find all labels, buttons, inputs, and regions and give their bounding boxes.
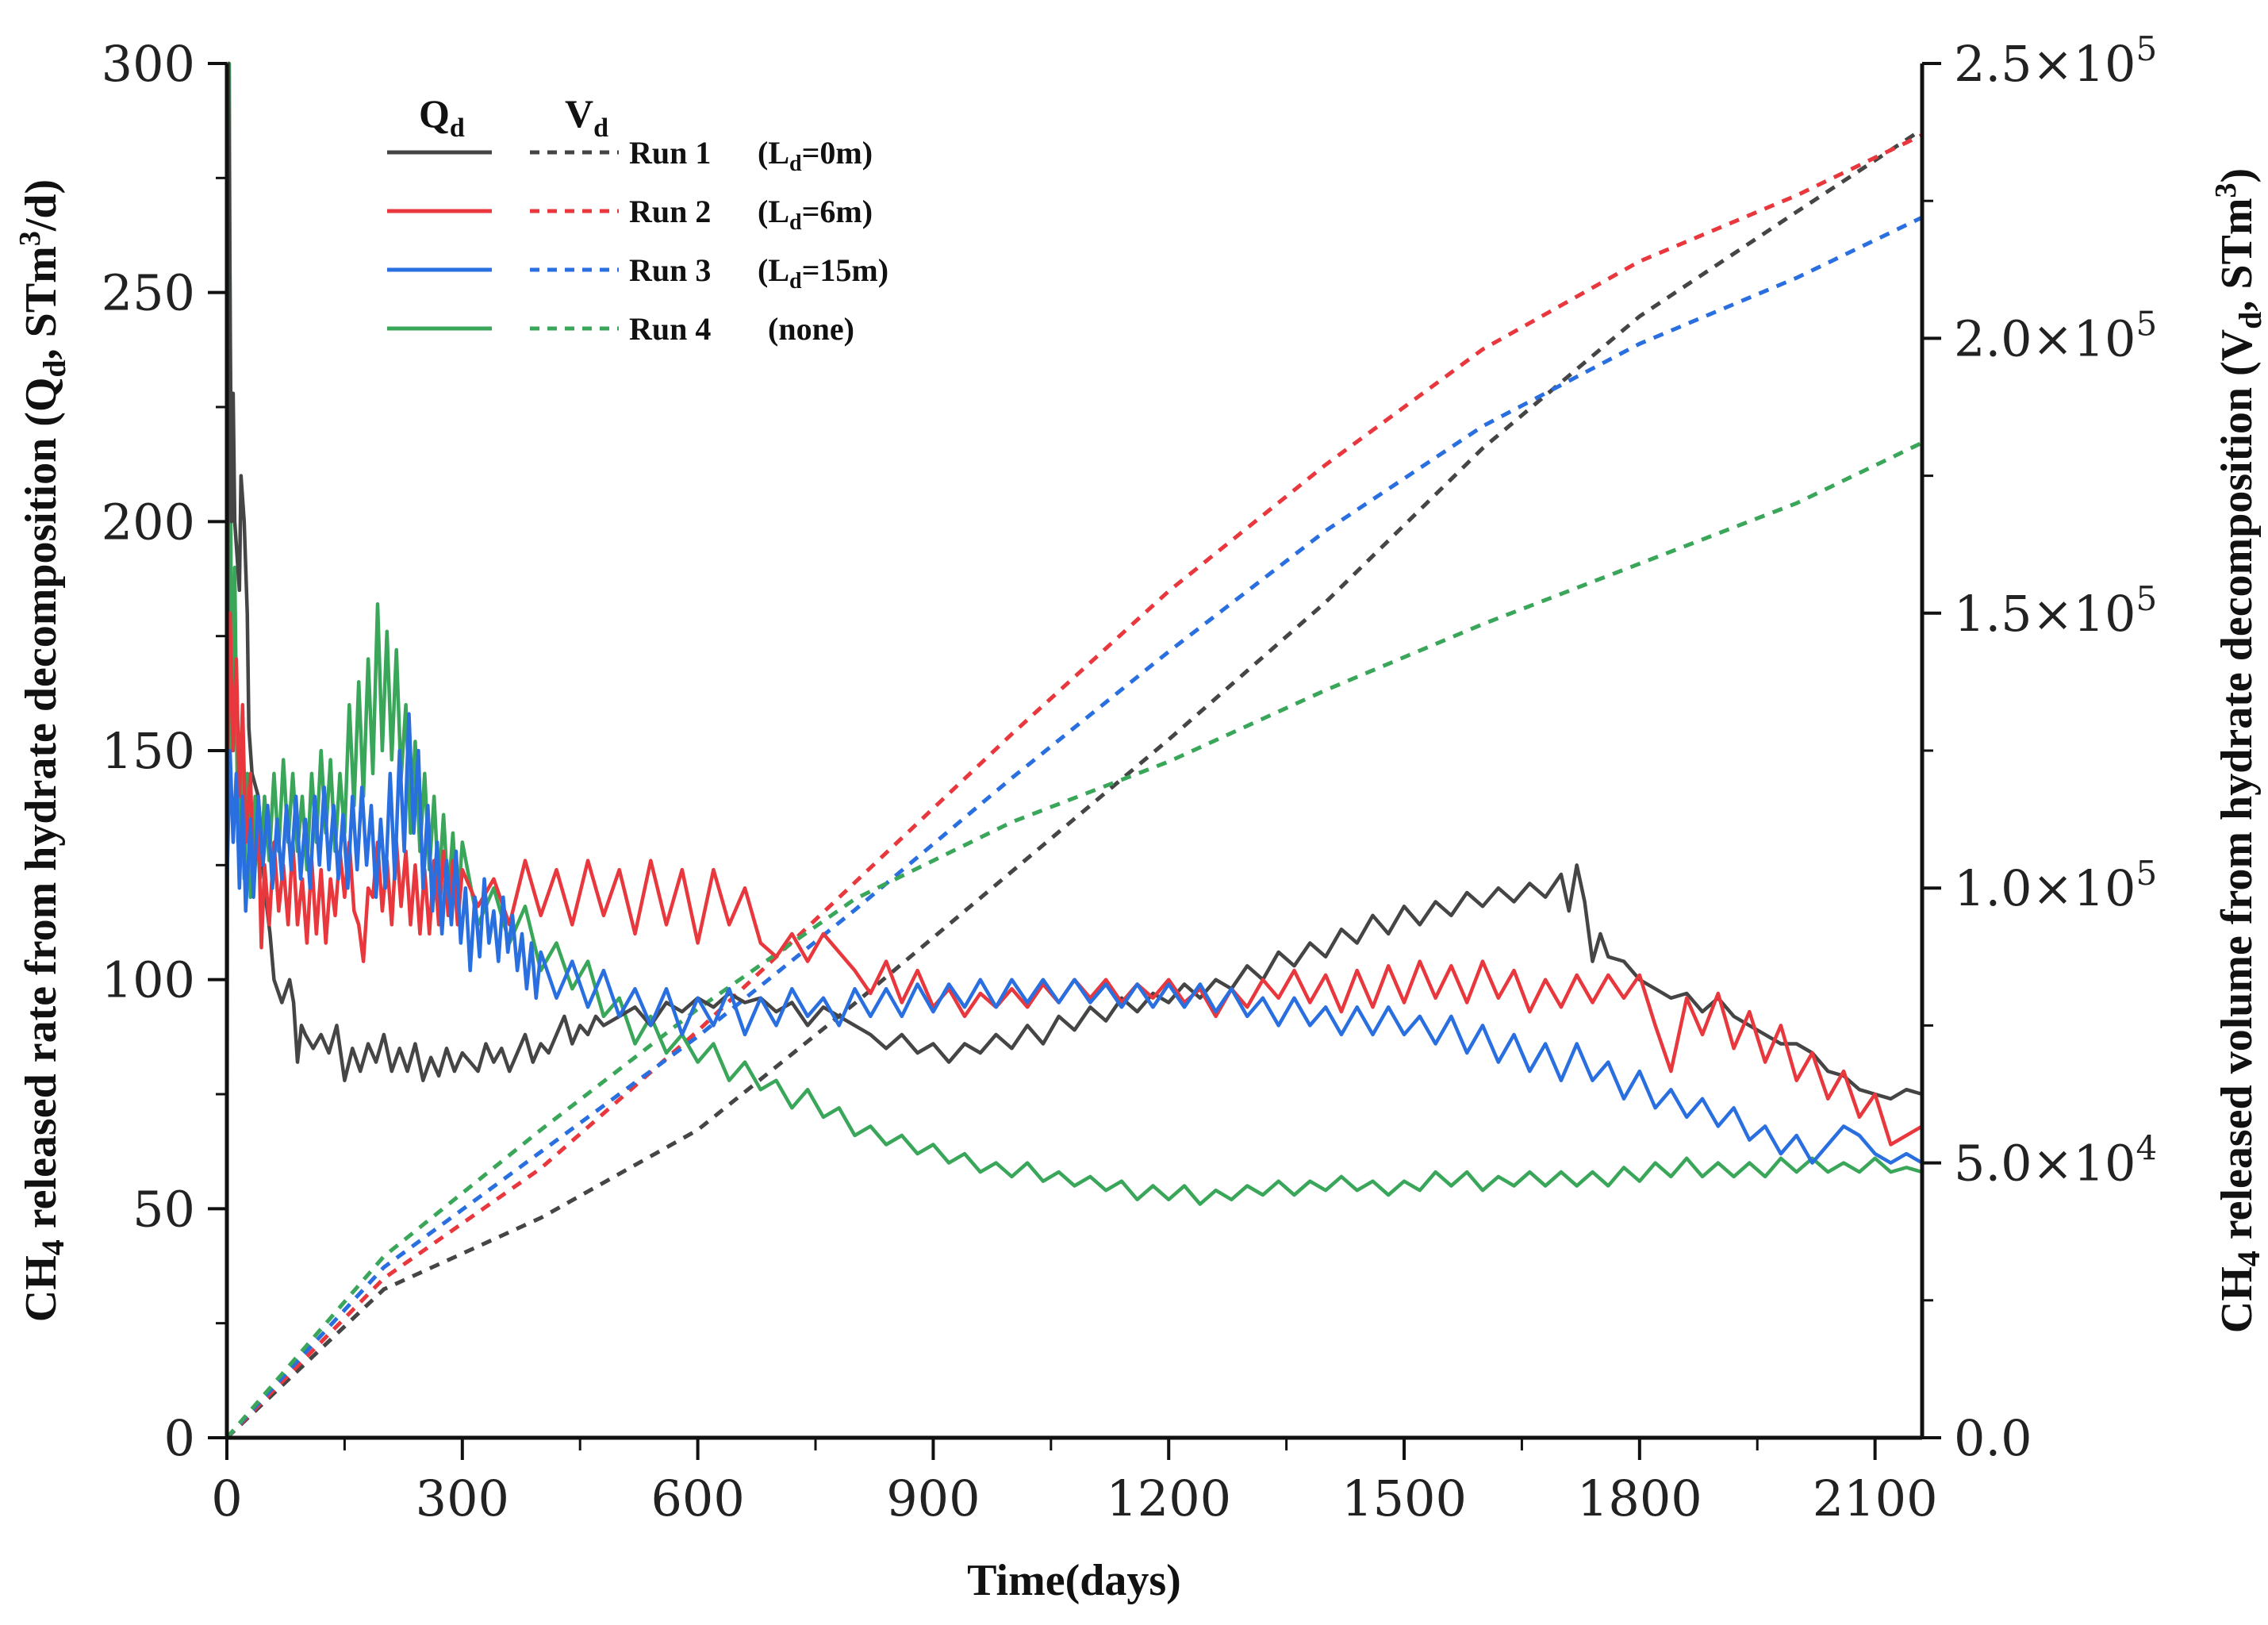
right-y-tick-label: 0.0 [1954,1409,2032,1467]
legend: Qd Vd Run 1 (Ld=0m) Run 2 (Ld=6m) Run 3 (Ld=1… [387,91,888,347]
x-tick-label: 2100 [1813,1469,1938,1527]
run-3-rate-line [224,712,1924,1165]
legend-run-4-label: Run 4 (none) [629,311,854,347]
left-y-tick-label: 50 [132,1180,195,1238]
right-y-tick-label: 5.0×104 [1954,1129,2157,1193]
series-layer [224,61,1924,1439]
left-y-tick-label: 200 [102,493,195,551]
left-y-tick-label: 300 [102,35,195,93]
right-y-axis-ticks: 0.0 5.0×104 1.0×105 1.5×105 2.0×105 2.5×105 [1922,29,2157,1467]
x-tick-label: 1800 [1577,1469,1702,1527]
right-y-tick-label: 1.5×105 [1954,579,2157,643]
run-4-rate-line [224,61,1923,1206]
legend-run-1-label: Run 1 (Ld=0m) [629,135,873,176]
left-y-axis-ticks: 0 50 100 150 200 250 300 [102,35,227,1467]
run-2-volume-line [225,133,1924,1439]
right-y-axis-title: CH4 released volume from hydrate decompo… [2209,168,2268,1333]
left-y-axis-title: CH4 released rate from hydrate decomposi… [13,179,72,1322]
x-tick-label: 0 [211,1469,242,1527]
x-tick-label: 600 [650,1469,744,1527]
axes: 0 300 600 900 1200 1500 1800 2100 0 50 100 150 200 2… [102,29,2158,1527]
right-y-tick-label: 2.5×105 [1954,29,2157,93]
x-tick-label: 300 [416,1469,509,1527]
run-2-rate-line [224,611,1924,1147]
left-y-tick-label: 0 [164,1409,195,1467]
legend-rows: Run 1 (Ld=0m) Run 2 (Ld=6m) Run 3 (Ld=15m) Run… [387,135,888,347]
plot-area [224,61,1924,1439]
x-tick-label: 1500 [1341,1469,1467,1527]
left-y-tick-label: 250 [102,264,195,322]
legend-run-3-label: Run 3 (Ld=15m) [629,252,888,294]
x-axis-ticks: 0 300 600 900 1200 1500 1800 2100 [211,1438,1938,1527]
right-y-tick-label: 1.0×105 [1954,854,2157,917]
left-y-tick-label: 100 [102,951,195,1009]
left-y-tick-label: 150 [102,722,195,780]
run-3-volume-line [225,215,1924,1439]
legend-header-vd: Vd [565,91,608,143]
legend-header-qd: Qd [419,91,465,143]
run-4-volume-line [225,440,1924,1439]
legend-run-2-label: Run 2 (Ld=6m) [629,194,873,235]
right-y-tick-label: 2.0×105 [1954,304,2157,367]
x-tick-label: 900 [886,1469,980,1527]
x-axis-title: Time(days) [967,1556,1181,1605]
x-tick-label: 1200 [1106,1469,1231,1527]
